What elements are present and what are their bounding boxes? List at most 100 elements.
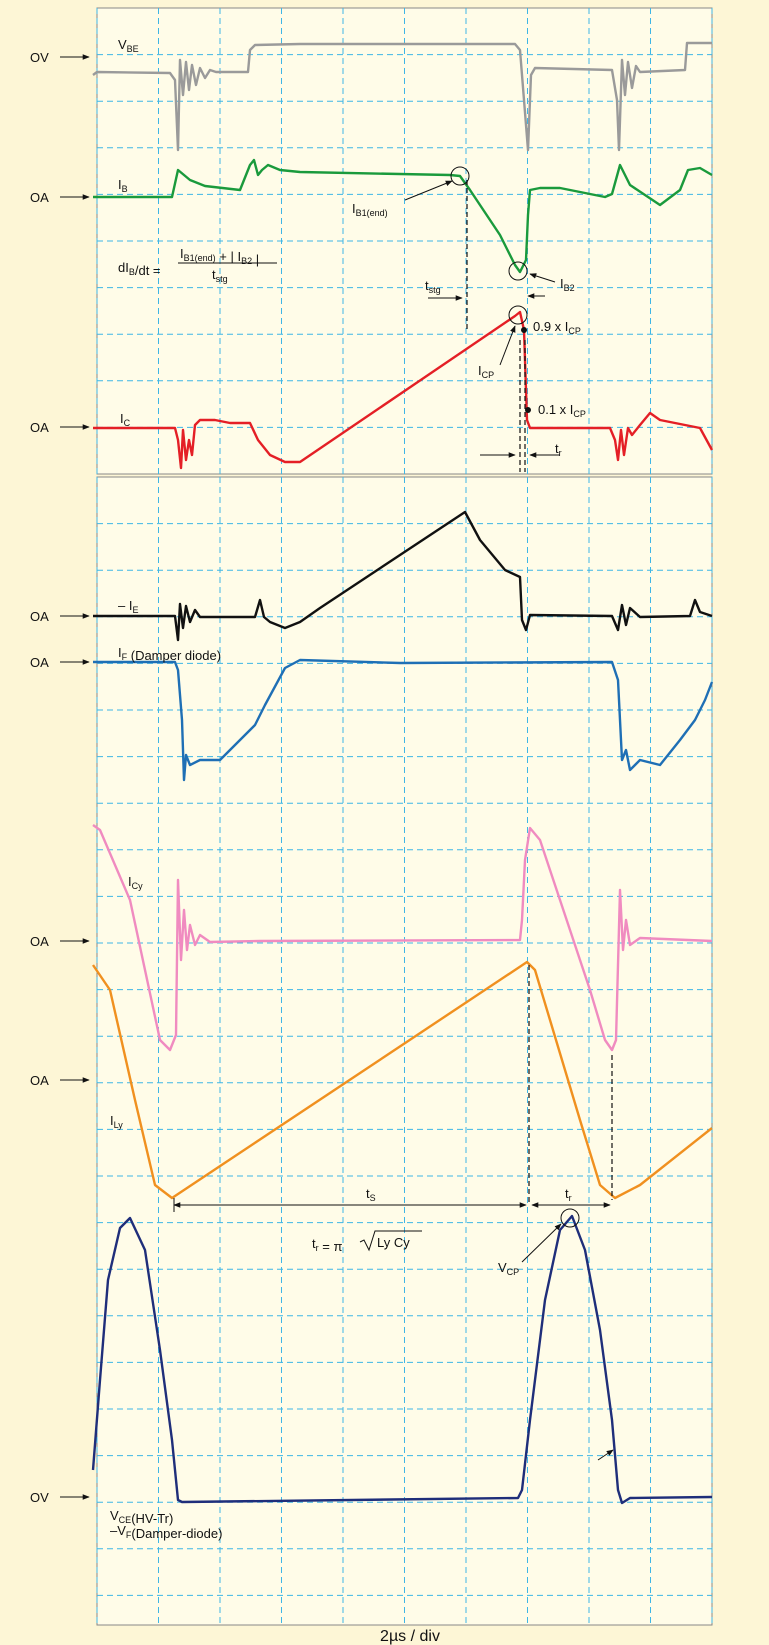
- label-text: I: [478, 363, 482, 378]
- label-text: V: [118, 37, 127, 52]
- formula-numerator: IB1(end) + | IB2 |: [180, 246, 259, 267]
- subscript: C: [124, 418, 131, 428]
- marker-circle: [508, 305, 528, 325]
- axis-marker: OA: [30, 934, 49, 949]
- vf-label: –VF(Damper-diode): [110, 1523, 222, 1541]
- label-text: t: [565, 1186, 569, 1201]
- arrow: [404, 180, 453, 201]
- tr-formula: tr = π: [312, 1236, 342, 1254]
- footer: 2µs / div: [380, 1628, 440, 1645]
- marker-circle: [560, 1208, 580, 1228]
- label-text: 0.9 x I: [533, 319, 568, 334]
- subscript: B1(end): [356, 208, 388, 218]
- arrow: [597, 1449, 614, 1461]
- annotations: [60, 54, 614, 1500]
- label-text: I: [128, 874, 132, 889]
- axis-marker: OA: [30, 1073, 49, 1088]
- subscript: B1(end): [184, 253, 216, 263]
- subscript: CE: [119, 1515, 132, 1525]
- subscript: CP: [482, 370, 495, 380]
- subscript: B: [129, 267, 135, 277]
- label-text: (HV-Tr): [131, 1511, 173, 1526]
- label-text: I: [118, 645, 122, 660]
- subscript: CP: [568, 326, 581, 336]
- label-text: I: [118, 177, 122, 192]
- subscript: stg: [429, 285, 441, 295]
- tr-formula-radicand: Ly Cy: [377, 1235, 410, 1250]
- point-09-label: 0.9 x ICP: [533, 319, 581, 336]
- traces: [91, 41, 714, 1505]
- subscript: r: [559, 448, 562, 458]
- vce-label: VCE(HV-Tr): [110, 1508, 173, 1526]
- vbe-trace: [92, 41, 712, 152]
- label-text: /dt =: [135, 263, 161, 278]
- vcp-label: VCP: [498, 1260, 519, 1277]
- radical-sign: [359, 1230, 422, 1252]
- ts-label: tS: [366, 1186, 376, 1203]
- ib-label: IB: [118, 177, 128, 194]
- subscript: B2: [241, 256, 252, 266]
- label-text: I: [120, 411, 124, 426]
- ic-label: IC: [120, 411, 131, 428]
- label-text: dI: [118, 260, 129, 275]
- ie-trace: [93, 510, 713, 642]
- subscript: F: [126, 1530, 132, 1540]
- ie-label: – IE: [118, 598, 138, 615]
- icp-label: ICP: [478, 363, 494, 380]
- subscript: BE: [127, 44, 139, 54]
- label-text: = π: [319, 1239, 343, 1254]
- label-text: t: [212, 267, 216, 282]
- ily-trace: [92, 960, 713, 1200]
- label-text: – I: [118, 598, 132, 613]
- axis-marker: OV: [30, 50, 49, 65]
- vbe-label: VBE: [118, 37, 139, 54]
- formula-denominator: tstg: [212, 267, 228, 284]
- subscript: B: [122, 184, 128, 194]
- marker-circle: [508, 261, 528, 281]
- label-text: (Damper-diode): [131, 1526, 222, 1541]
- marker-dot: [521, 327, 527, 333]
- arrow: [499, 325, 516, 366]
- ib-trace: [93, 158, 713, 274]
- subscript: Cy: [132, 881, 143, 891]
- point-01-label: 0.1 x ICP: [538, 402, 586, 419]
- label-text: t: [555, 441, 559, 456]
- ib2-label: IB2: [560, 276, 575, 293]
- label-text: –V: [110, 1523, 126, 1538]
- arrow: [521, 1223, 562, 1263]
- if-trace: [93, 658, 714, 782]
- arrow: [529, 273, 556, 283]
- label-text: |: [252, 252, 259, 267]
- icy-label: ICy: [128, 874, 143, 891]
- label-text: Ly Cy: [377, 1235, 410, 1250]
- label-text: I: [110, 1113, 114, 1128]
- label-text: I: [352, 201, 356, 216]
- subscript: S: [370, 1193, 376, 1203]
- ily-label: ILy: [110, 1113, 123, 1130]
- ib1end-label: IB1(end): [352, 201, 388, 218]
- icy-trace: [92, 824, 713, 1052]
- label-text: (Damper diode): [127, 648, 221, 663]
- subscript: Ly: [114, 1120, 124, 1130]
- axis-marker: OA: [30, 655, 49, 670]
- subscript: stg: [216, 274, 228, 284]
- label-text: t: [312, 1236, 316, 1251]
- label-text: I: [180, 246, 184, 261]
- axis-marker: OA: [30, 190, 49, 205]
- axis-marker: OA: [30, 609, 49, 624]
- label-text: V: [498, 1260, 507, 1275]
- tr-top-label: tr: [555, 441, 562, 458]
- label-text: t: [425, 278, 429, 293]
- subscript: r: [569, 1193, 572, 1203]
- tr-bottom-label: tr: [565, 1186, 572, 1203]
- vce-trace: [91, 1214, 713, 1505]
- ic-trace: [93, 310, 714, 470]
- label-text: I: [560, 276, 564, 291]
- formula-lhs: dIB/dt =: [118, 260, 161, 278]
- axis-marker: OV: [30, 1490, 49, 1505]
- subscript: E: [132, 605, 138, 615]
- label-text: 0.1 x I: [538, 402, 573, 417]
- marker-dot: [525, 407, 531, 413]
- subscript: CP: [507, 1267, 520, 1277]
